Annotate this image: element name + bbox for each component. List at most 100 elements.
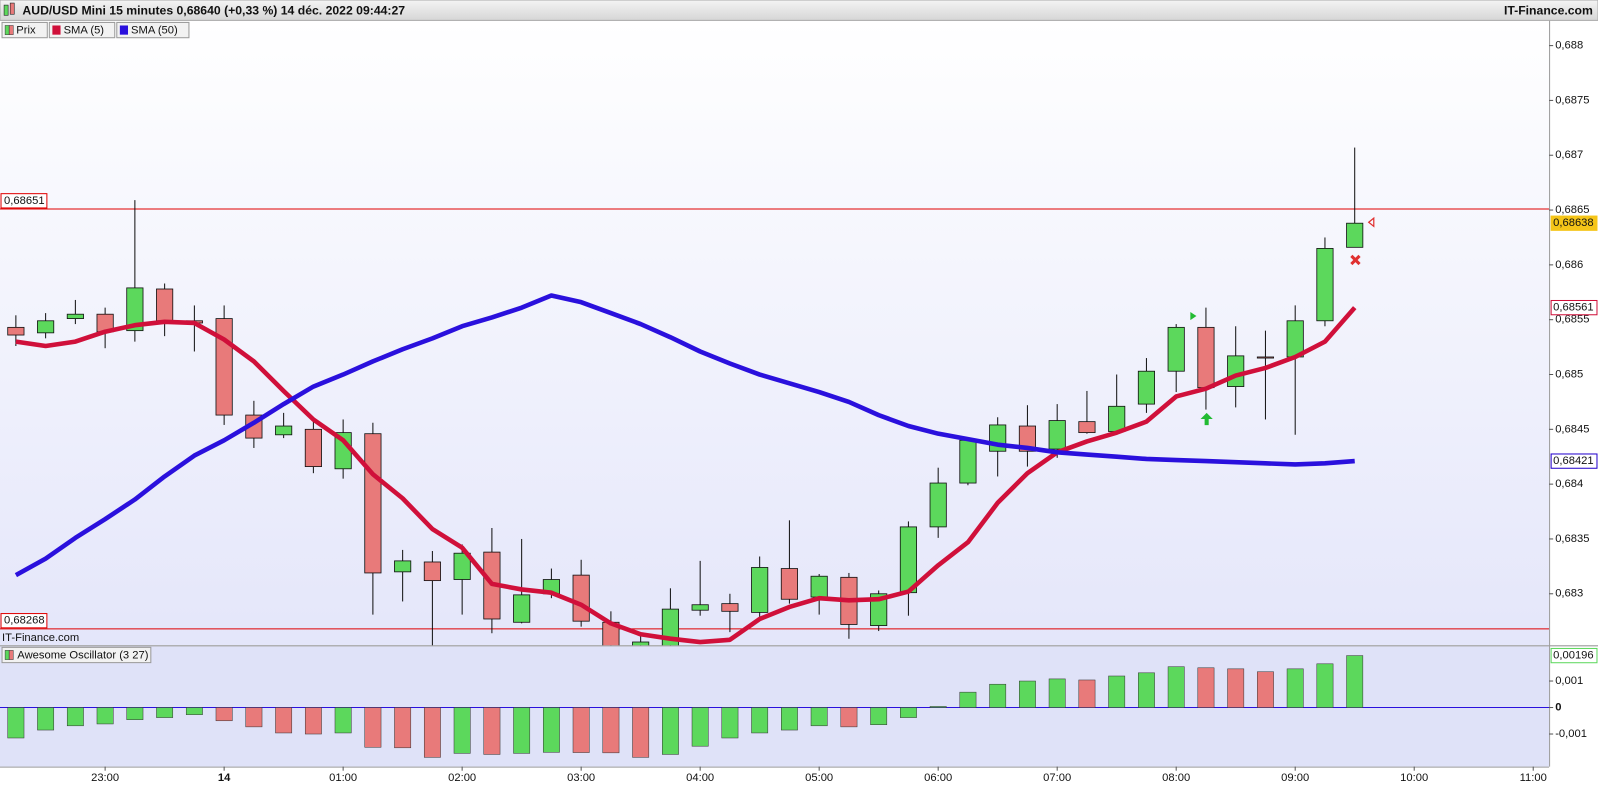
x-tick-label: 06:00 — [924, 772, 952, 784]
oscillator-bar — [245, 707, 263, 728]
oscillator-bar — [900, 707, 917, 718]
oscillator-bar — [453, 707, 471, 754]
oscillator-bar — [721, 707, 739, 739]
candle-body — [7, 326, 25, 336]
y-tick-label: 0,687 — [1555, 149, 1583, 161]
legend-label[interactable]: SMA (5) — [64, 25, 105, 37]
candle-body — [1316, 248, 1334, 322]
header-brand[interactable]: IT-Finance.com — [1504, 3, 1593, 17]
oscillator-bar — [632, 707, 650, 758]
signal-triangle — [1190, 311, 1197, 321]
oscillator-bar — [185, 707, 203, 715]
oscillator-bar — [215, 707, 233, 722]
x-tick-label: 01:00 — [329, 772, 357, 784]
oscillator-bar — [1108, 675, 1126, 708]
candle-body — [394, 560, 412, 573]
candle-body — [1256, 356, 1275, 359]
candle-body — [126, 287, 144, 332]
x-tick-label: 11:00 — [1520, 772, 1547, 784]
x-tick-label: 10:00 — [1400, 772, 1428, 784]
candle-body — [1137, 370, 1156, 405]
candle-body — [215, 318, 233, 416]
y-tick-label: 0,6835 — [1555, 533, 1589, 545]
candle-body — [364, 433, 382, 574]
oscillator-bar — [959, 691, 977, 708]
level-label: 0,68268 — [4, 615, 44, 627]
sma-line — [14, 293, 1355, 578]
candle-body — [1167, 326, 1185, 372]
oscillator-bar — [662, 707, 679, 755]
y-tick-label: 0,6875 — [1555, 94, 1589, 106]
oscillator-bar — [483, 707, 501, 755]
y-tick-label: 0,686 — [1555, 259, 1583, 271]
price-plot — [0, 147, 1550, 646]
legend-button[interactable] — [116, 21, 190, 39]
candle-body — [1227, 355, 1245, 387]
header-title: AUD/USD Mini 15 minutes 0,68640 (+0,33 %… — [22, 3, 405, 17]
legend-label[interactable]: Awesome Oscillator (3 27) — [17, 649, 148, 661]
oscillator-bar — [602, 707, 620, 754]
x-tick-label: 03:00 — [567, 772, 595, 784]
candle-body — [66, 313, 84, 319]
legend-swatch — [8, 25, 14, 35]
candle-body — [959, 439, 977, 484]
oscillator-bar — [840, 707, 858, 728]
oscillator-bar — [334, 707, 352, 734]
oscillator-bar — [1167, 666, 1185, 708]
legend-button[interactable] — [1, 646, 152, 664]
candle-body — [1346, 222, 1364, 248]
x-tick-label: 05:00 — [805, 772, 833, 784]
x-tick-label: 07:00 — [1043, 772, 1071, 784]
x-tick-label: 04:00 — [686, 772, 714, 784]
candle-body — [1048, 420, 1066, 450]
oscillator-bar — [1316, 663, 1334, 708]
oscillator-bar — [394, 707, 412, 749]
y-tick-label: 0,683 — [1555, 588, 1583, 600]
exit-cross — [1350, 254, 1361, 266]
level-label-box — [0, 193, 48, 209]
oscillator-bar — [66, 707, 84, 727]
x-tick-label: 23:00 — [91, 772, 119, 784]
oscillator-bar — [929, 706, 947, 708]
y-tick-label: 0,6865 — [1555, 204, 1589, 216]
legend-label[interactable]: Prix — [16, 25, 36, 37]
last-value-box — [1550, 215, 1598, 231]
legend-button[interactable] — [48, 21, 116, 39]
x-tick-label: 02:00 — [448, 772, 476, 784]
oscillator-bar — [870, 707, 888, 726]
candle-body — [870, 593, 888, 626]
oscillator-bar — [126, 707, 144, 720]
oscillator-bar — [1048, 678, 1066, 708]
header-icon — [3, 4, 9, 16]
legend-label[interactable]: SMA (50) — [131, 25, 178, 37]
candle-body — [810, 575, 828, 598]
oscillator-bar — [275, 707, 293, 734]
candle-body — [661, 608, 679, 646]
candle-body — [275, 425, 293, 436]
oscillator-bar — [989, 683, 1007, 708]
last-value-label: 0,68421 — [1553, 455, 1593, 467]
candle-body — [899, 526, 917, 594]
candle-body — [1018, 425, 1036, 452]
candle-body — [572, 574, 590, 622]
x-tick-label: 09:00 — [1281, 772, 1309, 784]
legend-swatch — [4, 650, 10, 660]
candle-body — [691, 604, 709, 611]
candle-body — [423, 561, 441, 582]
oscillator-bar — [691, 707, 709, 747]
oscillator-bar — [1346, 655, 1364, 708]
candle-body — [929, 482, 947, 528]
header-bar — [0, 0, 1598, 21]
oscillator-bar — [1286, 668, 1304, 708]
oscillator-bar — [781, 707, 798, 731]
candle-body — [1197, 326, 1215, 389]
oscillator-bar — [1138, 672, 1155, 708]
last-value-label: 0,00196 — [1553, 650, 1593, 662]
watermark: IT-Finance.com — [2, 632, 79, 644]
candle-body — [156, 288, 174, 322]
legend-swatch — [119, 25, 129, 35]
oscillator-bar — [542, 707, 560, 753]
